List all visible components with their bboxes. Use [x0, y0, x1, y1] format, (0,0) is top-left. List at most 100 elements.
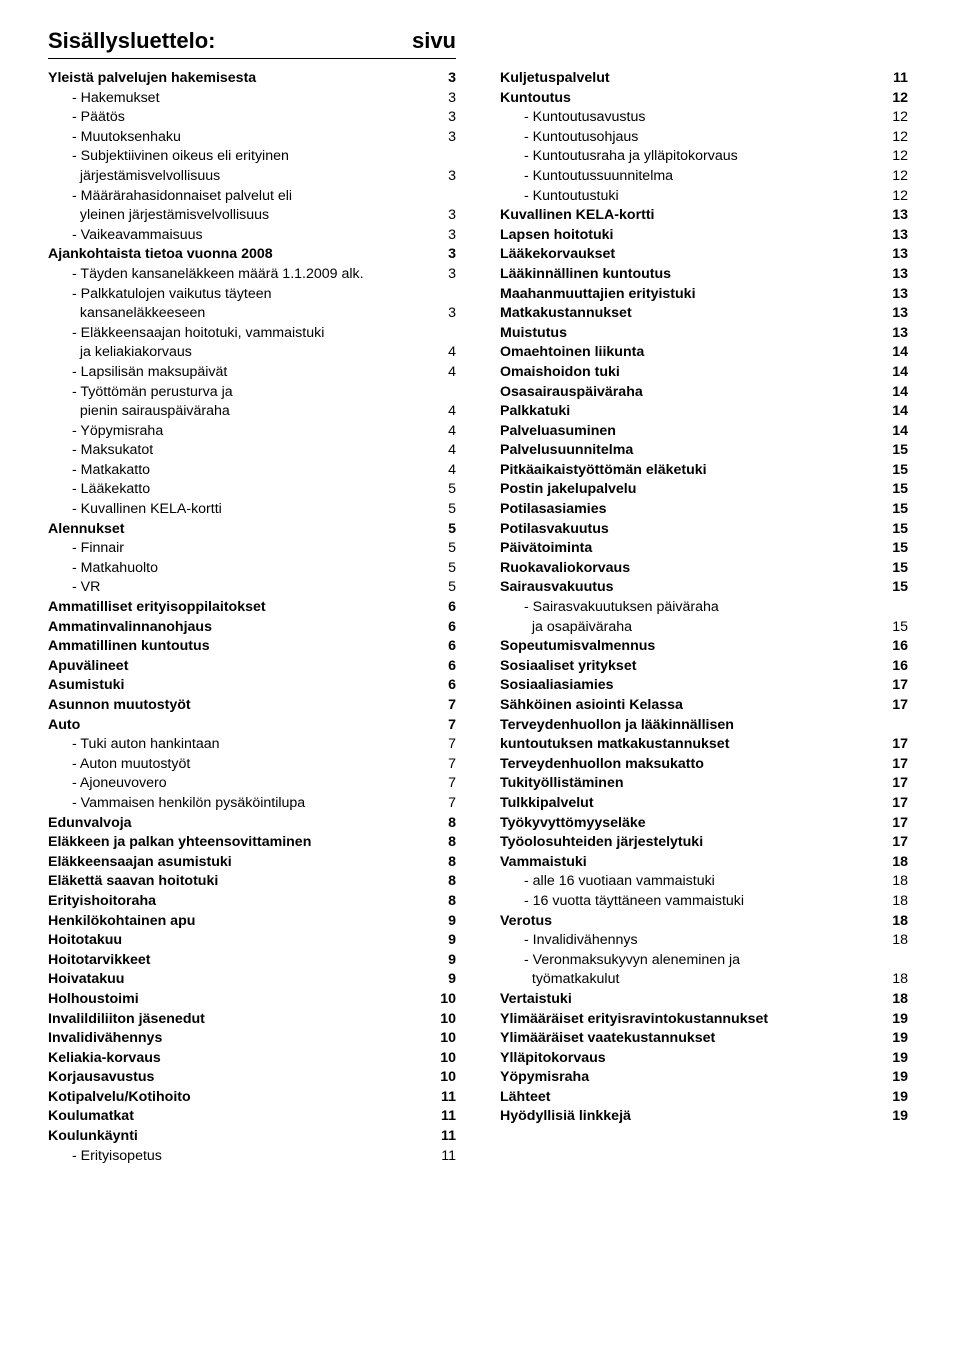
toc-row: Kuljetuspalvelut11	[500, 69, 908, 89]
toc-row: Sosiaaliasiamies17	[500, 676, 908, 696]
toc-label: - Kuntoutusohjaus	[500, 128, 880, 148]
toc-label: Ammatilliset erityisoppilaitokset	[48, 598, 428, 618]
toc-row: Kuvallinen KELA-kortti13	[500, 206, 908, 226]
toc-row: Tulkkipalvelut17	[500, 794, 908, 814]
toc-label: - alle 16 vuotiaan vammaistuki	[500, 872, 880, 892]
toc-page: 12	[880, 187, 908, 207]
toc-page: 18	[880, 970, 908, 990]
toc-row: - Kuntoutustuki12	[500, 187, 908, 207]
toc-label: Asumistuki	[48, 676, 428, 696]
toc-page: 15	[880, 539, 908, 559]
toc-page: 3	[428, 128, 456, 148]
toc-row: Hyödyllisiä linkkejä19	[500, 1107, 908, 1127]
toc-label: Lääkekorvaukset	[500, 245, 880, 265]
toc-row: Edunvalvoja8	[48, 814, 456, 834]
toc-label: Tulkkipalvelut	[500, 794, 880, 814]
toc-label: - Muutoksenhaku	[48, 128, 428, 148]
toc-label: Asunnon muutostyöt	[48, 696, 428, 716]
toc-row: Työolosuhteiden järjestelytuki17	[500, 833, 908, 853]
toc-row: - Määrärahasidonnaiset palvelut eli	[48, 187, 456, 207]
toc-row: Postin jakelupalvelu15	[500, 480, 908, 500]
toc-page: 11	[428, 1088, 456, 1108]
toc-row: Holhoustoimi10	[48, 990, 456, 1010]
toc-row: - VR5	[48, 578, 456, 598]
toc-page: 18	[880, 872, 908, 892]
toc-label: - Auton muutostyöt	[48, 755, 428, 775]
toc-row: - Työttömän perusturva ja	[48, 383, 456, 403]
toc-row: Tukityöllistäminen17	[500, 774, 908, 794]
toc-label: Ammatinvalinnanohjaus	[48, 618, 428, 638]
toc-row: - Kuntoutussuunnitelma12	[500, 167, 908, 187]
toc-row: Potilasasiamies15	[500, 500, 908, 520]
toc-page: 7	[428, 794, 456, 814]
toc-row: - Kuntoutusavustus12	[500, 108, 908, 128]
toc-row: Muistutus13	[500, 324, 908, 344]
toc-page: 17	[880, 794, 908, 814]
toc-page: 3	[428, 226, 456, 246]
toc-label: kuntoutuksen matkakustannukset	[500, 735, 880, 755]
toc-row: Ajankohtaista tietoa vuonna 20083	[48, 245, 456, 265]
toc-label: pienin sairauspäiväraha	[48, 402, 428, 422]
toc-page: 12	[880, 89, 908, 109]
toc-page: 7	[428, 735, 456, 755]
toc-page: 4	[428, 363, 456, 383]
toc-row: Alennukset5	[48, 520, 456, 540]
toc-label: kansaneläkkeeseen	[48, 304, 428, 324]
toc-page: 12	[880, 108, 908, 128]
toc-row: Lääkinnällinen kuntoutus13	[500, 265, 908, 285]
toc-page: 4	[428, 422, 456, 442]
toc-page: 3	[428, 265, 456, 285]
toc-label: Eläkkeensaajan asumistuki	[48, 853, 428, 873]
toc-row: - Invalidivähennys18	[500, 931, 908, 951]
toc-row: Potilasvakuutus15	[500, 520, 908, 540]
toc-row: Kuntoutus12	[500, 89, 908, 109]
toc-label: Sosiaaliasiamies	[500, 676, 880, 696]
toc-label: - Täyden kansaneläkkeen määrä 1.1.2009 a…	[48, 265, 428, 285]
toc-label: - Vammaisen henkilön pysäköintilupa	[48, 794, 428, 814]
toc-row: Terveydenhuollon maksukatto17	[500, 755, 908, 775]
toc-row: - Matkahuolto5	[48, 559, 456, 579]
toc-row: Lääkekorvaukset13	[500, 245, 908, 265]
toc-page: 8	[428, 814, 456, 834]
toc-page: 4	[428, 343, 456, 363]
toc-label: Eläkettä saavan hoitotuki	[48, 872, 428, 892]
toc-row: Sosiaaliset yritykset16	[500, 657, 908, 677]
toc-page: 15	[880, 500, 908, 520]
toc-row: Eläkkeen ja palkan yhteensovittaminen8	[48, 833, 456, 853]
toc-page: 10	[428, 1068, 456, 1088]
toc-label: ja osapäiväraha	[500, 618, 880, 638]
toc-label: - Matkahuolto	[48, 559, 428, 579]
toc-label: - Eläkkeensaajan hoitotuki, vammaistuki	[48, 324, 428, 344]
toc-label: Työkyvyttömyyseläke	[500, 814, 880, 834]
toc-row: Palkkatuki14	[500, 402, 908, 422]
toc-page: 4	[428, 461, 456, 481]
toc-row: Henkilökohtainen apu9	[48, 912, 456, 932]
toc-page: 17	[880, 814, 908, 834]
toc-page: 8	[428, 892, 456, 912]
toc-row: - Erityisopetus11	[48, 1147, 456, 1167]
toc-row: pienin sairauspäiväraha4	[48, 402, 456, 422]
toc-label: Verotus	[500, 912, 880, 932]
toc-page: 19	[880, 1010, 908, 1030]
toc-page: 14	[880, 363, 908, 383]
toc-row: kansaneläkkeeseen3	[48, 304, 456, 324]
toc-row: Asunnon muutostyöt7	[48, 696, 456, 716]
toc-page: 8	[428, 872, 456, 892]
toc-page: 9	[428, 951, 456, 971]
toc-label: Palveluasuminen	[500, 422, 880, 442]
toc-page: 11	[880, 69, 908, 89]
toc-label: Kuntoutus	[500, 89, 880, 109]
toc-row: Invalidivähennys10	[48, 1029, 456, 1049]
toc-page: 6	[428, 676, 456, 696]
toc-row: Yöpymisraha19	[500, 1068, 908, 1088]
toc-row: Eläkkeensaajan asumistuki8	[48, 853, 456, 873]
toc-row: - Subjektiivinen oikeus eli erityinen	[48, 147, 456, 167]
toc-label: Postin jakelupalvelu	[500, 480, 880, 500]
toc-label: - Hakemukset	[48, 89, 428, 109]
toc-page: 14	[880, 422, 908, 442]
toc-label: Potilasasiamies	[500, 500, 880, 520]
toc-page: 6	[428, 657, 456, 677]
toc-page: 13	[880, 245, 908, 265]
toc-row: Omaehtoinen liikunta14	[500, 343, 908, 363]
toc-label: Keliakia-korvaus	[48, 1049, 428, 1069]
